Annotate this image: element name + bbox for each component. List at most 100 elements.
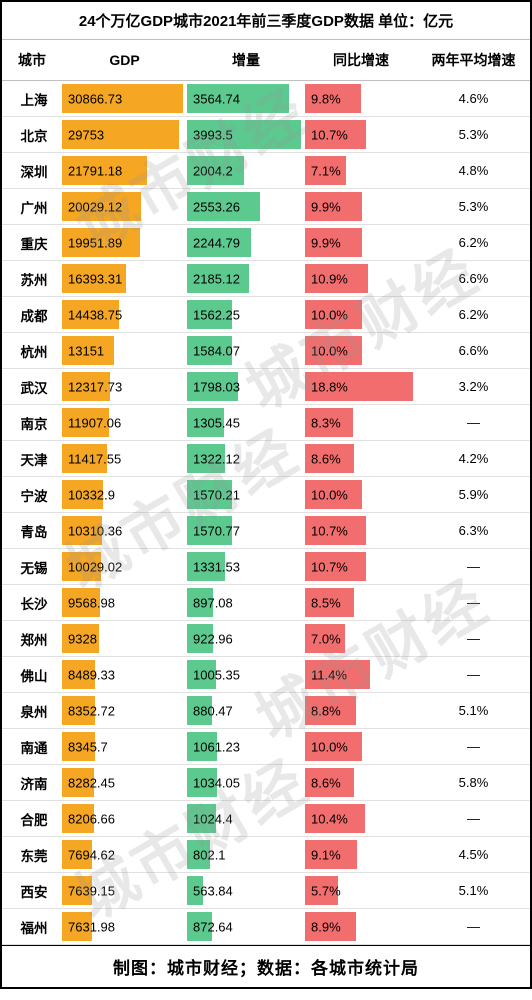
city-cell: 长沙 xyxy=(2,585,62,621)
inc-bar-cell: 2185.12 xyxy=(187,261,305,297)
gdp-bar-cell: 11907.06 xyxy=(62,405,187,441)
inc-bar-cell: 1798.03 xyxy=(187,369,305,405)
avg-cell: 5.3% xyxy=(417,117,530,153)
inc-bar-cell: 1570.21 xyxy=(187,477,305,513)
avg-cell: 5.3% xyxy=(417,189,530,225)
yoy-bar-cell-label: 5.7% xyxy=(311,883,341,898)
yoy-bar-cell: 8.5% xyxy=(305,585,417,621)
avg-cell: 3.2% xyxy=(417,369,530,405)
gdp-bar-cell-label: 8345.7 xyxy=(68,739,108,754)
table-row: 重庆19951.892244.799.9%6.2% xyxy=(2,225,530,261)
gdp-bar-cell-label: 21791.18 xyxy=(68,163,122,178)
inc-bar-cell: 1305.45 xyxy=(187,405,305,441)
yoy-bar-cell: 10.7% xyxy=(305,117,417,153)
yoy-bar-cell: 9.9% xyxy=(305,189,417,225)
gdp-bar-cell: 7631.98 xyxy=(62,909,187,945)
inc-bar-cell-label: 1322.12 xyxy=(193,451,240,466)
table-row: 无锡10029.021331.5310.7%— xyxy=(2,549,530,585)
gdp-bar-cell: 21791.18 xyxy=(62,153,187,189)
inc-bar-cell: 897.08 xyxy=(187,585,305,621)
gdp-bar-cell-label: 9328 xyxy=(68,631,97,646)
city-cell: 广州 xyxy=(2,189,62,225)
avg-cell: 4.2% xyxy=(417,441,530,477)
gdp-bar-cell: 14438.75 xyxy=(62,297,187,333)
city-cell: 宁波 xyxy=(2,477,62,513)
yoy-bar-cell-label: 10.4% xyxy=(311,811,348,826)
table-row: 郑州9328922.967.0%— xyxy=(2,621,530,657)
city-cell: 南京 xyxy=(2,405,62,441)
yoy-bar-cell: 5.7% xyxy=(305,873,417,909)
header-yoy: 同比增速 xyxy=(305,40,417,81)
yoy-bar-cell: 7.1% xyxy=(305,153,417,189)
inc-bar-cell: 1024.4 xyxy=(187,801,305,837)
gdp-bar-cell-label: 8206.66 xyxy=(68,811,115,826)
yoy-bar-cell-label: 9.1% xyxy=(311,847,341,862)
gdp-bar-cell-label: 7631.98 xyxy=(68,919,115,934)
yoy-bar-cell: 8.8% xyxy=(305,693,417,729)
inc-bar-cell-label: 2004.2 xyxy=(193,163,233,178)
yoy-bar-cell-label: 10.7% xyxy=(311,523,348,538)
avg-cell: 4.5% xyxy=(417,837,530,873)
avg-cell: 6.6% xyxy=(417,333,530,369)
gdp-bar-cell: 12317.73 xyxy=(62,369,187,405)
inc-bar-cell: 922.96 xyxy=(187,621,305,657)
city-cell: 泉州 xyxy=(2,693,62,729)
header-gdp: GDP xyxy=(62,40,187,81)
inc-bar-cell-label: 1034.05 xyxy=(193,775,240,790)
inc-bar-cell: 3993.5 xyxy=(187,117,305,153)
gdp-table: 城市 GDP 增量 同比增速 两年平均增速 上海30866.733564.749… xyxy=(2,40,530,945)
yoy-bar-cell: 10.4% xyxy=(305,801,417,837)
gdp-bar-cell-label: 12317.73 xyxy=(68,379,122,394)
inc-bar-cell-label: 880.47 xyxy=(193,703,233,718)
gdp-bar-cell: 29753 xyxy=(62,117,187,153)
table-row: 西安7639.15563.845.7%5.1% xyxy=(2,873,530,909)
gdp-bar-cell-label: 9568.98 xyxy=(68,595,115,610)
inc-bar-cell-label: 1570.21 xyxy=(193,487,240,502)
avg-cell: — xyxy=(417,729,530,765)
table-row: 上海30866.733564.749.8%4.6% xyxy=(2,81,530,117)
yoy-bar-cell-label: 9.9% xyxy=(311,199,341,214)
yoy-bar-cell-label: 10.0% xyxy=(311,739,348,754)
inc-bar-cell-label: 2185.12 xyxy=(193,271,240,286)
inc-bar-cell: 563.84 xyxy=(187,873,305,909)
inc-bar-cell-label: 1305.45 xyxy=(193,415,240,430)
yoy-bar-cell: 18.8% xyxy=(305,369,417,405)
avg-cell: 5.9% xyxy=(417,477,530,513)
avg-cell: — xyxy=(417,585,530,621)
header-avg2y: 两年平均增速 xyxy=(417,40,530,81)
yoy-bar-cell-label: 10.0% xyxy=(311,307,348,322)
avg-cell: — xyxy=(417,621,530,657)
gdp-bar-cell-label: 14438.75 xyxy=(68,307,122,322)
gdp-bar-cell-label: 13151 xyxy=(68,343,104,358)
yoy-bar-cell: 10.9% xyxy=(305,261,417,297)
gdp-bar-cell-label: 16393.31 xyxy=(68,271,122,286)
inc-bar-cell-label: 1005.35 xyxy=(193,667,240,682)
yoy-bar-cell: 8.3% xyxy=(305,405,417,441)
inc-bar-cell: 1584.07 xyxy=(187,333,305,369)
yoy-bar-cell: 11.4% xyxy=(305,657,417,693)
yoy-bar-cell: 10.7% xyxy=(305,549,417,585)
gdp-bar-cell: 16393.31 xyxy=(62,261,187,297)
header-city: 城市 xyxy=(2,40,62,81)
inc-bar-cell-label: 3564.74 xyxy=(193,91,240,106)
yoy-bar-cell-label: 7.1% xyxy=(311,163,341,178)
gdp-bar-cell: 10310.36 xyxy=(62,513,187,549)
gdp-bar-cell-label: 10310.36 xyxy=(68,523,122,538)
yoy-bar-cell: 8.6% xyxy=(305,441,417,477)
table-row: 武汉12317.731798.0318.8%3.2% xyxy=(2,369,530,405)
table-row: 苏州16393.312185.1210.9%6.6% xyxy=(2,261,530,297)
city-cell: 合肥 xyxy=(2,801,62,837)
yoy-bar-cell-label: 8.6% xyxy=(311,775,341,790)
inc-bar-cell-label: 563.84 xyxy=(193,883,233,898)
inc-bar-cell: 2004.2 xyxy=(187,153,305,189)
yoy-bar-cell-label: 8.5% xyxy=(311,595,341,610)
gdp-bar-cell: 8489.33 xyxy=(62,657,187,693)
inc-bar-cell-label: 1331.53 xyxy=(193,559,240,574)
city-cell: 深圳 xyxy=(2,153,62,189)
table-row: 南通8345.71061.2310.0%— xyxy=(2,729,530,765)
avg-cell: 6.6% xyxy=(417,261,530,297)
inc-bar-cell: 1331.53 xyxy=(187,549,305,585)
table-title: 24个万亿GDP城市2021年前三季度GDP数据 单位：亿元 xyxy=(2,2,530,40)
gdp-bar-cell-label: 11907.06 xyxy=(68,415,121,430)
yoy-bar-cell-label: 10.7% xyxy=(311,559,348,574)
